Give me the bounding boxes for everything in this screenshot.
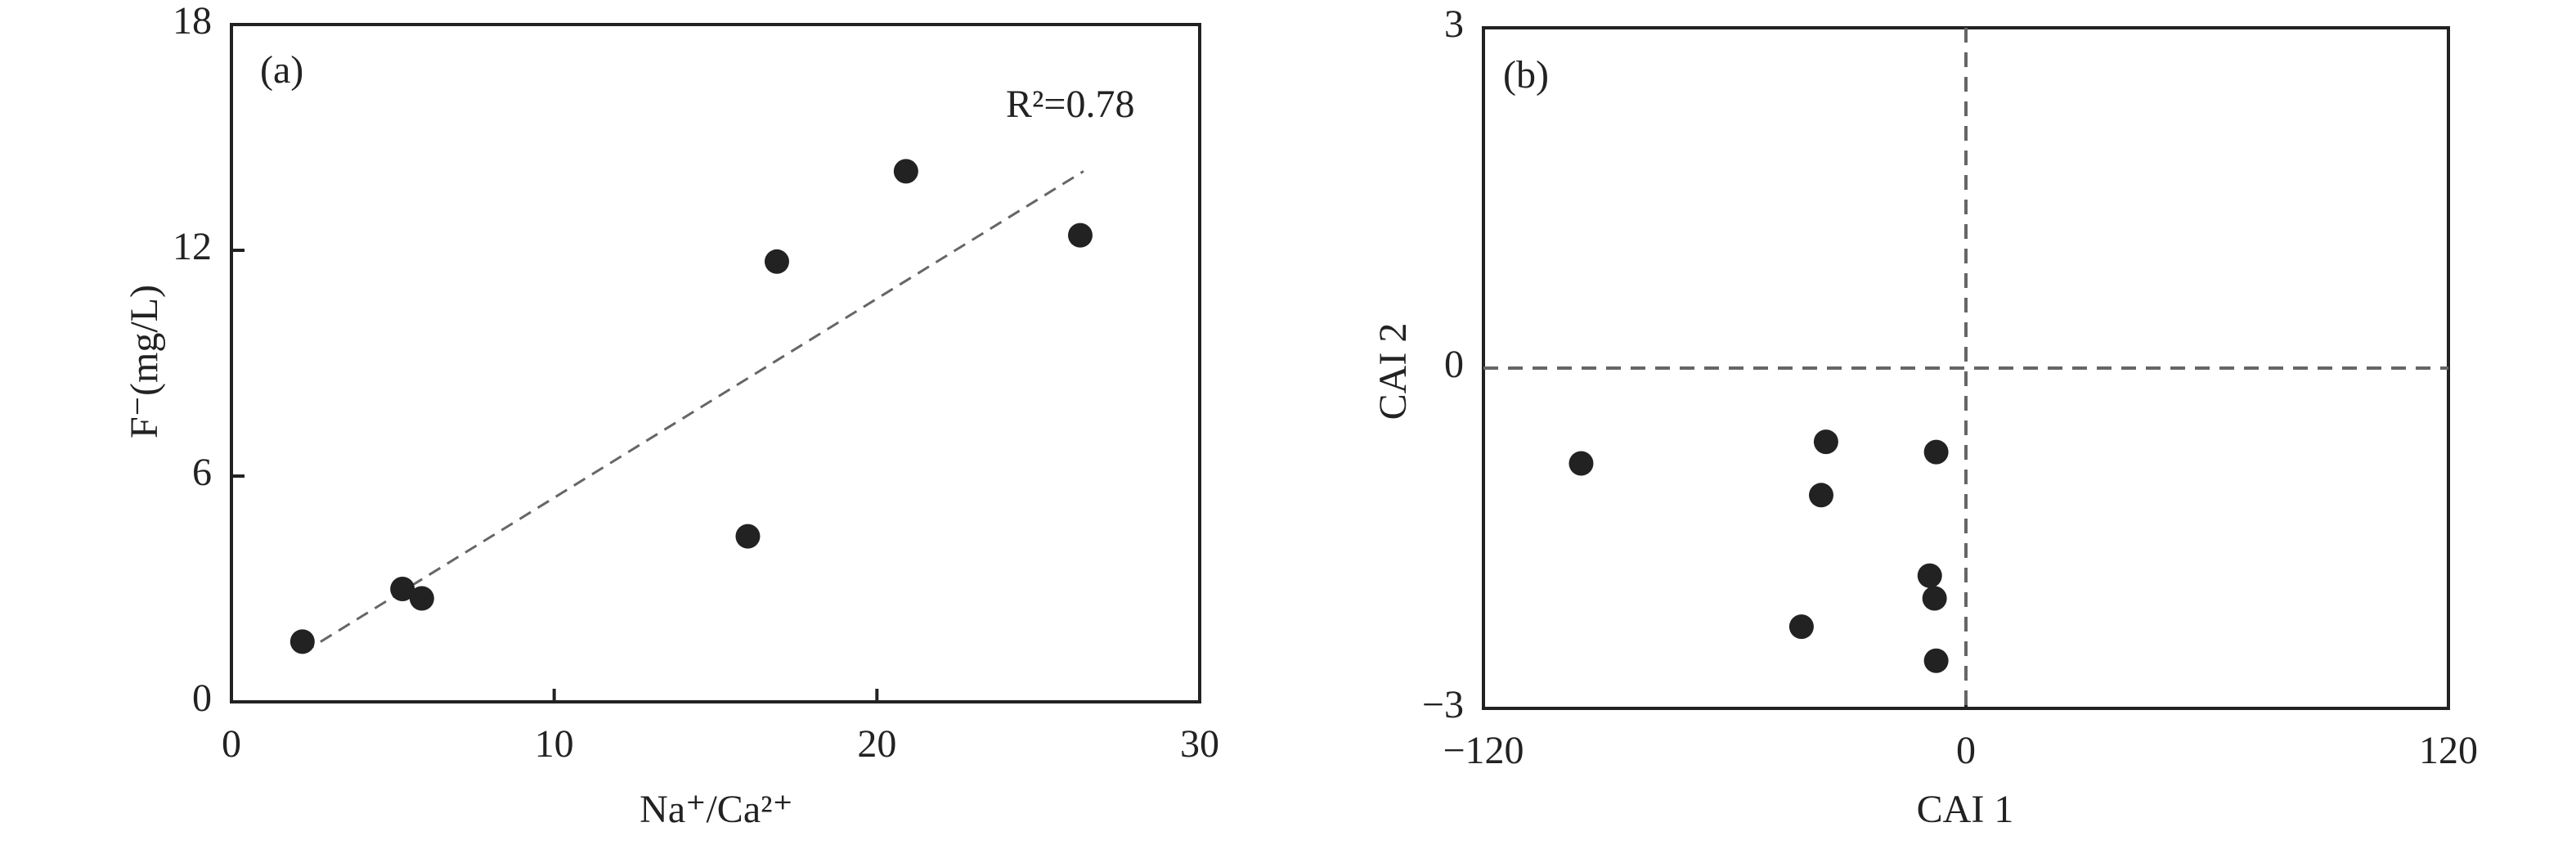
x-tick-label: 0 [222,722,241,766]
data-point [764,249,789,274]
data-point [893,159,918,184]
data-point [1923,648,1949,673]
x-tick-label: 30 [1180,722,1219,766]
y-axis-label: F⁻(mg/L) [123,285,166,438]
x-axis-label: Na⁺/Ca²⁺ [640,788,793,831]
data-point [289,629,315,654]
data-point [1917,563,1942,588]
data-point [409,586,434,611]
x-tick-label: −120 [1443,729,1524,772]
x-tick-label: 120 [2419,729,2478,772]
y-tick-label: −3 [1422,683,1464,726]
data-point [390,577,415,601]
data-point [1788,614,1814,640]
x-tick-label: 20 [857,722,896,766]
data-point [1568,451,1594,476]
data-point [1923,439,1949,465]
y-tick-label: 18 [173,0,212,43]
data-point [1809,483,1833,508]
y-tick-label: 6 [192,451,212,494]
y-tick-label: 0 [192,676,212,720]
data-point [1067,222,1093,248]
x-axis-label: CAI 1 [1917,788,2014,831]
x-tick-label: 10 [535,722,574,766]
y-axis-label: CAI 2 [1371,323,1415,420]
data-point [735,524,761,549]
data-point [1922,586,1947,611]
x-tick-label: 0 [1956,729,1976,772]
annotation: R²=0.78 [1006,83,1134,126]
y-tick-label: 0 [1444,343,1464,386]
y-tick-label: 12 [173,225,212,268]
panel-label: (a) [260,48,303,92]
trend-line [302,170,1084,654]
data-point [1813,429,1838,455]
y-tick-label: 3 [1444,2,1464,46]
panel-label: (b) [1503,53,1549,97]
plot-frame [230,23,1201,703]
